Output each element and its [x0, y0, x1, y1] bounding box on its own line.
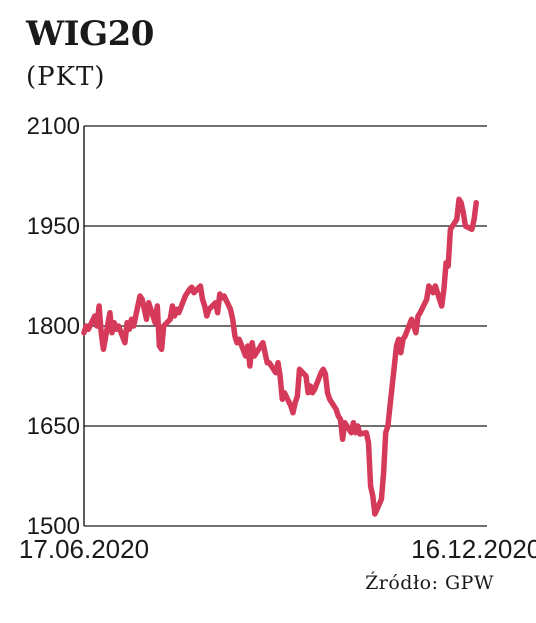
y-tick-label: 1950 [27, 213, 80, 240]
source-note: Źródło: GPW [365, 572, 494, 594]
chart-unit: (PKT) [26, 62, 106, 92]
y-tick-label: 2100 [27, 113, 80, 140]
x-tick-label: 16.12.2020 [411, 534, 536, 564]
series-line-wig20 [81, 196, 479, 517]
y-tick-label: 1500 [27, 513, 80, 540]
x-tick-label: 17.06.2020 [19, 534, 149, 564]
chart-title: WIG20 [26, 14, 154, 54]
y-tick-label: 1650 [27, 413, 80, 440]
y-tick-label: 1800 [27, 313, 80, 340]
